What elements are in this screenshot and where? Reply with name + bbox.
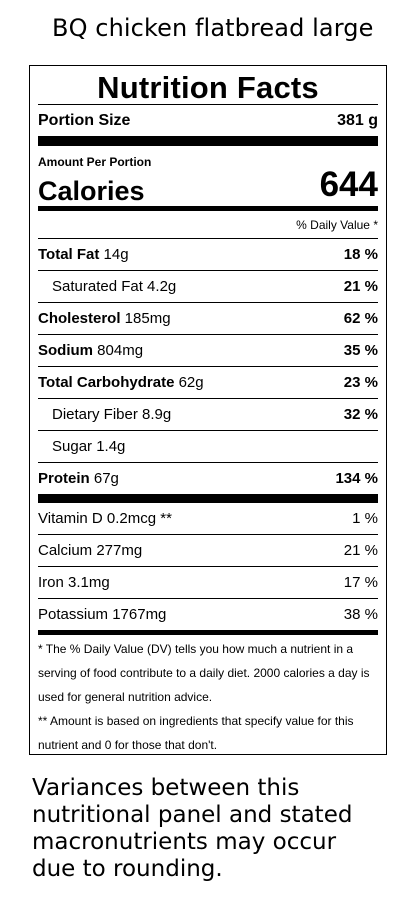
medium-divider	[38, 630, 378, 635]
nutrient-amount: Saturated Fat 4.2g	[52, 278, 177, 295]
nutrient-row-total-fat: Total Fat 14g 18 %	[38, 238, 378, 270]
vitamin-label: Iron 3.1mg	[38, 574, 110, 591]
nutrient-name: Total Carbohydrate	[38, 374, 175, 391]
nutrient-row-saturated-fat: Saturated Fat 4.2g 21 %	[38, 270, 378, 302]
vitamin-percent: 38 %	[343, 606, 378, 623]
nutrient-percent: 23 %	[343, 374, 378, 391]
nutrient-label: Dietary Fiber 8.9g	[38, 406, 171, 423]
nutrient-name: Sodium	[38, 342, 93, 359]
nutrient-amount: 14g	[99, 246, 129, 263]
nutrient-label: Saturated Fat 4.2g	[38, 278, 176, 295]
nutrition-facts-panel: Nutrition Facts Portion Size 381 g Amoun…	[29, 65, 387, 755]
nutrient-percent: 35 %	[343, 342, 378, 359]
vitamin-percent: 1 %	[352, 510, 378, 527]
calories-row: Calories 644	[38, 165, 378, 207]
vitamin-row-iron: Iron 3.1mg 17 %	[38, 566, 378, 598]
food-title: BQ chicken flatbread large	[52, 14, 374, 42]
amount-footnote: ** Amount is based on ingredients that s…	[38, 714, 354, 752]
nutrient-label: Total Fat 14g	[38, 246, 129, 263]
nutrient-percent: 62 %	[343, 310, 378, 327]
footnotes: * The % Daily Value (DV) tells you how m…	[38, 637, 378, 757]
vitamin-row-vitamin-d: Vitamin D 0.2mcg ** 1 %	[38, 503, 378, 534]
nutrient-name: Protein	[38, 470, 90, 487]
nutrient-label: Sodium 804mg	[38, 342, 143, 359]
divider	[38, 104, 378, 105]
portion-size-label: Portion Size	[38, 111, 131, 129]
nutrient-row-protein: Protein 67g 134 %	[38, 462, 378, 494]
nutrient-percent: 18 %	[343, 246, 378, 263]
portion-size-row: Portion Size 381 g	[38, 105, 378, 136]
vitamin-label: Potassium 1767mg	[38, 606, 167, 623]
vitamin-label: Vitamin D 0.2mcg **	[38, 510, 172, 527]
nutrient-label: Protein 67g	[38, 470, 119, 487]
vitamin-percent: 17 %	[343, 574, 378, 591]
vitamin-row-calcium: Calcium 277mg 21 %	[38, 534, 378, 566]
nutrient-amount: 62g	[174, 374, 204, 391]
nutrient-percent: 32 %	[343, 406, 378, 423]
nutrient-row-total-carbohydrate: Total Carbohydrate 62g 23 %	[38, 366, 378, 398]
daily-value-footnote: * The % Daily Value (DV) tells you how m…	[38, 642, 370, 704]
vitamin-label: Calcium 277mg	[38, 542, 143, 559]
nutrient-amount: Sugar 1.4g	[52, 438, 126, 455]
daily-value-header: % Daily Value *	[296, 218, 378, 232]
nutrient-amount: 67g	[89, 470, 119, 487]
nutrient-label: Sugar 1.4g	[38, 438, 125, 455]
thick-divider	[38, 136, 378, 146]
nutrient-row-sugar: Sugar 1.4g	[38, 430, 378, 462]
nutrient-amount: Dietary Fiber 8.9g	[52, 406, 172, 423]
nutrient-amount: 804mg	[93, 342, 144, 359]
vitamin-row-potassium: Potassium 1767mg 38 %	[38, 598, 378, 630]
nutrient-name: Total Fat	[38, 246, 100, 263]
thick-divider	[38, 494, 378, 503]
nutrient-amount: 185mg	[120, 310, 171, 327]
nutrient-row-sodium: Sodium 804mg 35 %	[38, 334, 378, 366]
variance-note: Variances between this nutritional panel…	[32, 775, 353, 882]
nutrient-label: Total Carbohydrate 62g	[38, 374, 204, 391]
nutrient-percent: 21 %	[343, 278, 378, 295]
nutrient-percent: 134 %	[335, 470, 378, 487]
portion-size-value: 381 g	[337, 111, 378, 129]
calories-label: Calories	[38, 176, 145, 206]
medium-divider	[38, 206, 378, 211]
vitamin-percent: 21 %	[343, 542, 378, 559]
calories-value: 644	[319, 165, 378, 204]
nutrition-facts-heading: Nutrition Facts	[97, 70, 319, 105]
nutrient-row-dietary-fiber: Dietary Fiber 8.9g 32 %	[38, 398, 378, 430]
amount-per-portion: Amount Per Portion	[38, 155, 152, 169]
nutrient-name: Cholesterol	[38, 310, 121, 327]
nutrient-row-cholesterol: Cholesterol 185mg 62 %	[38, 302, 378, 334]
nutrient-label: Cholesterol 185mg	[38, 310, 171, 327]
